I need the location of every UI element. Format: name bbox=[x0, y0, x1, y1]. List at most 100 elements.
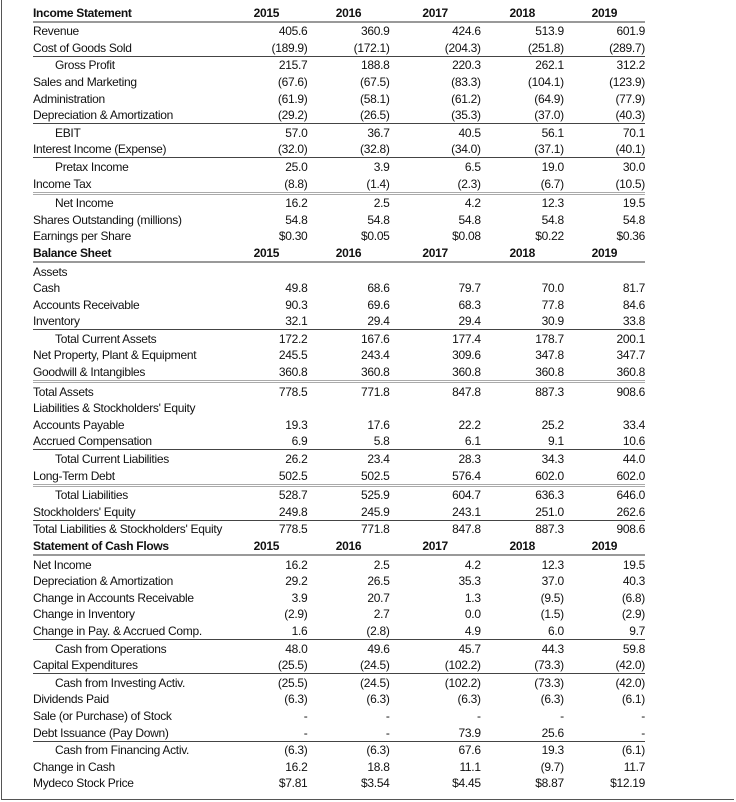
cell-value: (6.3) bbox=[540, 692, 564, 707]
year-header: 2017 bbox=[389, 537, 481, 556]
year-header: 2015 bbox=[225, 4, 308, 23]
row-label: Sale (or Purchase) of Stock bbox=[33, 708, 172, 723]
year-header: 2018 bbox=[480, 4, 564, 23]
cell-value: 33.4 bbox=[622, 417, 645, 432]
cell-value: 424.6 bbox=[452, 24, 481, 39]
year-header: 2016 bbox=[307, 244, 390, 263]
cell-value: 54.8 bbox=[458, 212, 481, 227]
cell-value: 19.5 bbox=[622, 557, 645, 572]
row-label: Administration bbox=[33, 91, 105, 106]
cell-value: (24.5) bbox=[307, 673, 390, 691]
cell-value: 262.6 bbox=[616, 504, 645, 519]
cell-value: $0.30 bbox=[278, 229, 308, 244]
cell-value: 513.9 bbox=[535, 24, 564, 39]
cell-value: 200.1 bbox=[563, 329, 645, 347]
cell-value: (104.1) bbox=[527, 74, 564, 89]
cell-value: - bbox=[303, 708, 308, 723]
row-label: Change in Inventory bbox=[33, 607, 135, 622]
cell-value: (25.5) bbox=[277, 658, 308, 673]
row-label: Inventory bbox=[33, 314, 80, 329]
cell-value: 16.2 bbox=[285, 557, 308, 572]
cell-value: 11.7 bbox=[623, 759, 646, 774]
cell-value: (172.1) bbox=[353, 40, 390, 55]
cell-value: 34.3 bbox=[480, 449, 564, 468]
cell-value: 172.2 bbox=[225, 329, 308, 347]
cell-value: 502.5 bbox=[278, 468, 308, 483]
row-label: Total Current Assets bbox=[33, 329, 226, 347]
cell-value: (2.8) bbox=[366, 623, 390, 638]
cell-value: 178.7 bbox=[480, 329, 564, 347]
cell-value: 67.6 bbox=[389, 740, 481, 759]
cell-value: 908.6 bbox=[563, 380, 645, 400]
cell-value: (73.3) bbox=[480, 673, 564, 691]
cell-value: (42.0) bbox=[615, 658, 645, 673]
table-row-accounts-receivable: Accounts Receivable 90.3 69.6 68.3 77.8 84.6 bbox=[33, 296, 645, 313]
cell-value: 215.7 bbox=[225, 55, 308, 74]
cell-value: (102.2) bbox=[444, 658, 481, 673]
row-label: Accrued Compensation bbox=[33, 434, 152, 449]
cell-value: (25.5) bbox=[225, 673, 308, 691]
cell-value: 33.8 bbox=[622, 314, 645, 329]
table-row-dividends-paid: Dividends Paid (6.3) (6.3) (6.3) (6.3) (6.1) bbox=[33, 691, 645, 708]
row-label: Accounts Receivable bbox=[33, 297, 140, 312]
cell-value: (73.3) bbox=[534, 658, 564, 673]
financial-statements-table: Income Statement 2015 2016 2017 2018 2019 Reve… bbox=[33, 4, 645, 791]
cell-value: 70.1 bbox=[563, 123, 645, 141]
cell-value: (34.0) bbox=[451, 142, 481, 157]
cell-value: 778.5 bbox=[225, 380, 308, 400]
cell-value: 25.0 bbox=[225, 157, 308, 175]
cell-value bbox=[481, 400, 564, 417]
cell-value: $4.45 bbox=[452, 776, 481, 791]
cell-value: 22.2 bbox=[458, 417, 481, 432]
row-label: Stockholders' Equity bbox=[33, 504, 136, 519]
table-row-ebit: EBIT 57.0 36.7 40.5 56.1 70.1 bbox=[33, 123, 645, 141]
cell-value: 73.9 bbox=[458, 725, 481, 740]
cell-value: 44.0 bbox=[563, 449, 645, 468]
cell-value: $0.22 bbox=[535, 229, 564, 244]
cell-value: 54.8 bbox=[622, 212, 645, 227]
table-row-assets: Assets bbox=[33, 262, 645, 280]
cell-value: 6.9 bbox=[291, 434, 308, 449]
cell-value: 30.9 bbox=[541, 314, 564, 329]
year-header: 2019 bbox=[563, 537, 645, 556]
cell-value: (6.1) bbox=[563, 740, 645, 759]
cell-value: 40.3 bbox=[622, 574, 645, 589]
cell-value: 84.6 bbox=[622, 297, 645, 312]
cell-value: (289.7) bbox=[609, 40, 645, 55]
table-row-total-assets: Total Assets 778.5 771.8 847.8 887.3 908.6 bbox=[33, 380, 645, 400]
cell-value: (6.1) bbox=[621, 692, 645, 707]
row-label: Debt Issuance (Pay Down) bbox=[33, 725, 169, 740]
cell-value: 12.3 bbox=[480, 191, 564, 212]
cell-value: (40.1) bbox=[615, 142, 645, 157]
cell-value: 26.2 bbox=[225, 449, 308, 468]
cell-value: 54.8 bbox=[285, 212, 308, 227]
cell-value: (37.0) bbox=[534, 108, 564, 123]
cell-value: (6.3) bbox=[225, 740, 308, 759]
row-label: Total Assets bbox=[33, 380, 226, 400]
row-label: EBIT bbox=[33, 123, 226, 141]
cell-value: (6.3) bbox=[457, 692, 481, 707]
cell-value: 11.1 bbox=[459, 759, 481, 774]
cell-value: 360.8 bbox=[535, 365, 564, 380]
cell-value: (6.3) bbox=[366, 692, 390, 707]
cell-value: 360.8 bbox=[278, 365, 308, 380]
cell-value: 19.0 bbox=[480, 157, 564, 175]
cell-value: 6.5 bbox=[389, 157, 481, 175]
cell-value: 243.4 bbox=[361, 348, 390, 363]
cell-value: 59.8 bbox=[563, 638, 645, 657]
year-header: 2018 bbox=[480, 244, 564, 263]
row-label: Interest Income (Expense) bbox=[33, 142, 167, 157]
cell-value: 5.8 bbox=[373, 434, 390, 449]
cell-value: 177.4 bbox=[389, 329, 481, 347]
cell-value: 12.3 bbox=[541, 557, 564, 572]
cell-value: 70.0 bbox=[541, 281, 564, 296]
row-label: Gross Profit bbox=[33, 55, 226, 74]
table-row-earnings-per-share: Earnings per Share $0.30 $0.05 $0.08 $0.22 $0… bbox=[33, 228, 645, 245]
cell-value: (32.0) bbox=[277, 142, 308, 157]
cell-value: 502.5 bbox=[361, 468, 390, 483]
cell-value: 602.0 bbox=[616, 468, 645, 483]
cell-value: $7.81 bbox=[278, 776, 308, 791]
cell-value: 90.3 bbox=[285, 297, 308, 312]
cell-value bbox=[225, 400, 307, 417]
cell-value: 646.0 bbox=[563, 483, 645, 504]
